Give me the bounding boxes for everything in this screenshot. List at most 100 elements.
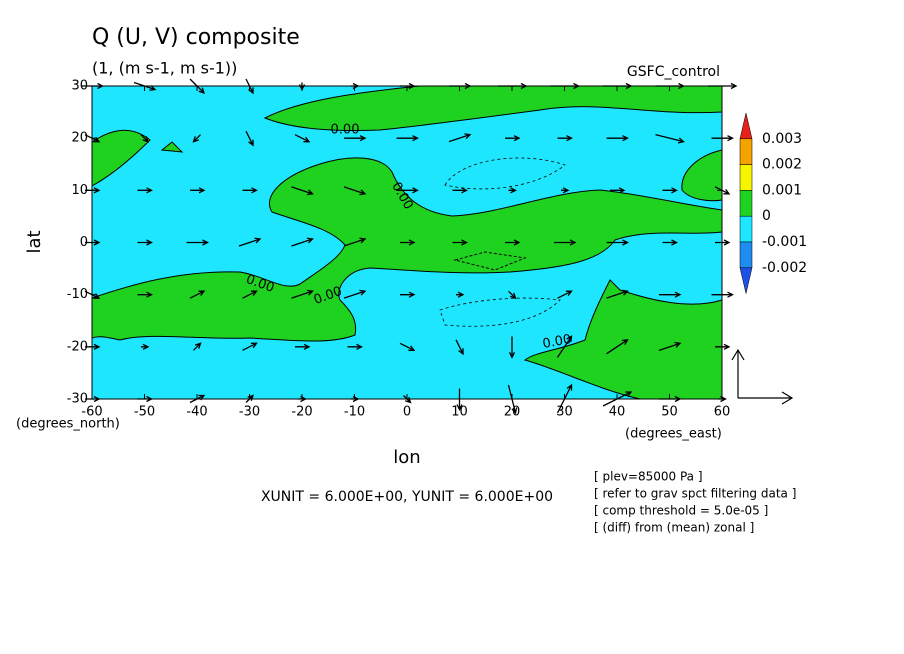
vector-arrow (659, 291, 682, 298)
vector-arrow (452, 187, 468, 194)
vector-arrow (606, 239, 629, 246)
vector-arrow (396, 135, 419, 142)
x-tick-label: -50 (134, 405, 155, 420)
y-tick-label: -20 (67, 339, 88, 354)
note: [ refer to grav spct filtering data ] (594, 487, 796, 501)
negative-contours (439, 157, 566, 327)
x-tick-label: -60 (81, 405, 102, 420)
region (681, 149, 723, 202)
vector-arrow (238, 237, 262, 247)
chart-subtitle: (1, (m s-1, m s-1)) (92, 59, 237, 78)
vector-arrow (137, 187, 153, 194)
x-tick-label: -20 (291, 405, 312, 420)
vector-arrow (505, 239, 521, 246)
vector-arrow (242, 342, 258, 351)
unit-note: XUNIT = 6.000E+00, YUNIT = 6.000E+00 (261, 489, 553, 505)
colorbar-label: 0.001 (762, 182, 802, 198)
vector-arrow (554, 239, 577, 246)
vector-arrow (193, 342, 202, 351)
vector-arrow (452, 239, 468, 246)
vector-arrow (343, 237, 367, 247)
x-axis-label: lon (393, 447, 420, 468)
y-tick-label: -30 (67, 392, 88, 407)
vector-arrow (655, 134, 685, 144)
vector-arrow (343, 289, 367, 299)
vector-arrow (508, 290, 517, 300)
vector-arrow (400, 291, 416, 298)
y-tick-label: 0 (80, 235, 88, 250)
note: [ comp threshold = 5.0e-05 ] (594, 504, 768, 518)
vector-arrow (242, 290, 258, 299)
vector-arrow (344, 135, 367, 142)
x-tick-label: 60 (714, 405, 731, 420)
vector-arrow (557, 135, 573, 142)
colorbar-segment (739, 190, 753, 217)
vector-arrow (399, 342, 416, 351)
vector-arrow (137, 239, 153, 246)
vector-arrow (505, 135, 521, 142)
vector-arrow (295, 343, 311, 350)
vector-arrow (291, 186, 314, 196)
vector-arrow (448, 133, 472, 143)
vector-arrow (455, 339, 464, 356)
colorbar-segment (739, 241, 753, 269)
x-tick-label: 0 (403, 405, 411, 420)
vector-arrow (400, 239, 416, 246)
vector-arrow (556, 335, 573, 358)
y-axis-label: lat (24, 230, 45, 253)
vector-arrow (662, 187, 678, 194)
vector-arrow (192, 134, 201, 143)
colorbar-segment (739, 164, 753, 191)
vector-arrow (561, 187, 570, 194)
dashed-contour (444, 157, 566, 190)
y-unit: (degrees_north) (16, 417, 120, 432)
x-tick-label: -10 (344, 405, 365, 420)
vector-arrow (190, 187, 206, 194)
colorbar-cap (739, 267, 753, 294)
vector-arrow (294, 134, 311, 143)
reference-vector (731, 348, 794, 405)
x-tick-label: 40 (609, 405, 626, 420)
region (263, 85, 723, 131)
colorbar-label: 0 (762, 208, 771, 224)
vector-arrow (557, 290, 573, 299)
x-tick-label: -30 (239, 405, 260, 420)
colorbar-label: -0.002 (762, 260, 807, 276)
chart-title: Q (U, V) composite (92, 25, 300, 50)
dashed-contour (439, 297, 561, 327)
vector-arrow (662, 239, 678, 246)
vector-arrow (606, 135, 629, 142)
vector-arrow (291, 237, 314, 247)
vector-arrow (242, 187, 258, 194)
vector-arrow (186, 239, 209, 246)
vector-arrow (245, 130, 254, 147)
vector-arrow (456, 291, 465, 298)
region (523, 279, 723, 400)
vector-arrow (610, 187, 626, 194)
y-tick-label: 30 (71, 79, 88, 94)
y-tick-label: -10 (67, 287, 88, 302)
colorbar-label: -0.001 (762, 234, 807, 250)
vector-arrow (291, 289, 314, 299)
vector-arrow (189, 290, 206, 299)
x-tick-label: 50 (661, 405, 678, 420)
region (91, 129, 151, 187)
vector-arrow (606, 289, 629, 299)
vector-arrow (347, 343, 363, 350)
vector-arrow (396, 187, 419, 194)
vector-arrow (343, 186, 367, 196)
colorbar-segment (739, 215, 753, 243)
contour-label: 0.00 (331, 123, 360, 138)
x-tick-label: 30 (556, 405, 573, 420)
colorbar-segment (739, 138, 753, 165)
colorbar-label: 0.002 (762, 157, 802, 173)
vector-arrow (658, 341, 682, 351)
vector-arrow (141, 343, 150, 350)
region (160, 141, 184, 153)
y-tick-label: 20 (71, 131, 88, 146)
note: [ (diff) from (mean) zonal ] (594, 521, 754, 535)
contour-label: 0.00 (541, 332, 572, 352)
vector-arrow (508, 336, 516, 359)
note: [ plev=85000 Pa ] (594, 470, 703, 484)
